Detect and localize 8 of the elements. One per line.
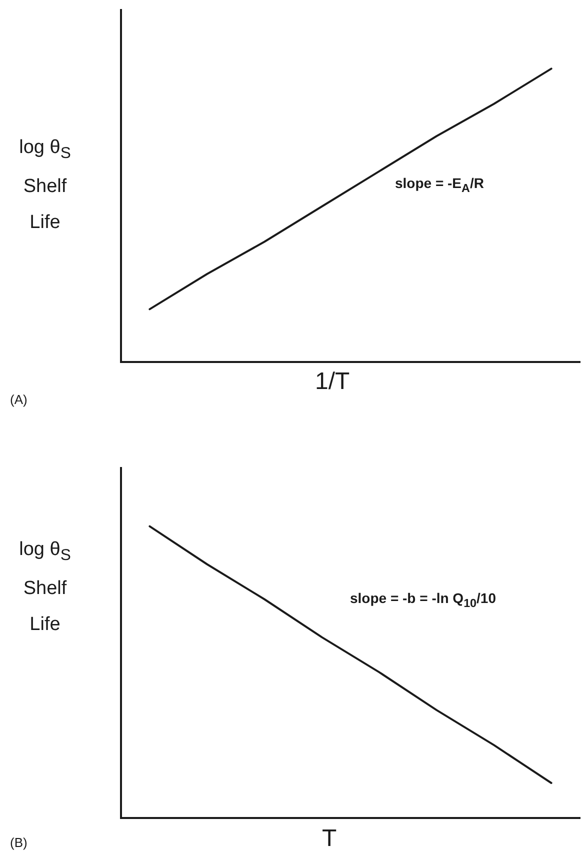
x-axis-title: T [322,825,337,853]
x-axis-title: 1/T [315,368,350,396]
text: (A) [10,392,28,407]
annotation: slope = -b = -ln Q$_{10}$/10 [350,590,496,610]
y-axis-title: log θ$_{S}$ Shelf Life [18,538,72,637]
annotation: slope = -E$_{A}$/R [395,175,484,195]
text: (B) [10,835,28,850]
y-axis-title: log θ$_{S}$ Shelf Life [18,136,72,235]
